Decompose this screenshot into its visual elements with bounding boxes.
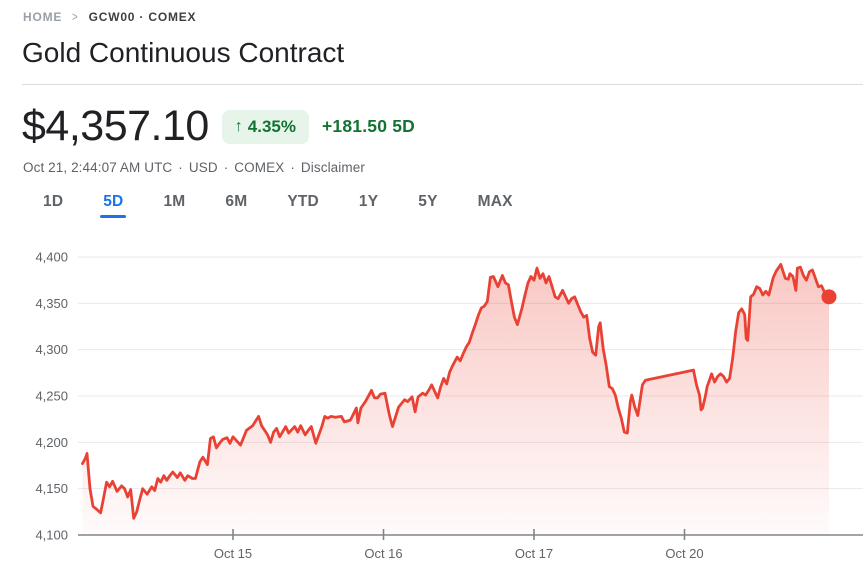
quote-caption: Oct 21, 2:44:07 AM UTC · USD · COMEX · D…	[23, 160, 863, 175]
tab-6m[interactable]: 6M	[225, 193, 247, 222]
y-axis-label: 4,400	[35, 250, 68, 265]
change-percent-value: 4.35%	[247, 116, 296, 136]
current-price: $4,357.10	[22, 102, 209, 150]
tab-1y[interactable]: 1Y	[359, 193, 378, 222]
y-axis-label: 4,350	[35, 296, 68, 311]
tab-5d[interactable]: 5D	[100, 193, 127, 222]
caption-dot-separator: ·	[223, 160, 229, 175]
tab-5y[interactable]: 5Y	[418, 193, 437, 222]
y-axis-label: 4,150	[35, 481, 68, 496]
caption-dot-separator: ·	[178, 160, 183, 175]
chevron-right-icon: >	[72, 9, 79, 24]
quote-timestamp: Oct 21, 2:44:07 AM UTC	[23, 160, 173, 175]
tab-max[interactable]: MAX	[478, 193, 513, 222]
quote-exchange: COMEX	[234, 160, 285, 175]
x-axis-label: Oct 20	[665, 546, 703, 561]
y-axis-label: 4,200	[35, 435, 68, 450]
x-axis-label: Oct 15	[214, 546, 252, 561]
tab-1m[interactable]: 1M	[163, 193, 185, 222]
breadcrumb-home-link[interactable]: HOME	[23, 9, 63, 24]
tab-1d[interactable]: 1D	[43, 193, 63, 222]
breadcrumb-current-symbol: GCW00 · COMEX	[88, 9, 197, 24]
current-price-dot	[821, 289, 837, 305]
caption-dot-separator: ·	[290, 160, 295, 175]
quote-currency: USD	[188, 160, 218, 175]
x-axis-label: Oct 17	[515, 546, 553, 561]
change-absolute: +181.50 5D	[322, 116, 415, 137]
change-period-label: 5D	[392, 116, 415, 136]
price-line	[81, 263, 831, 520]
change-percent-badge: ↑ 4.35%	[221, 109, 309, 144]
y-axis-label: 4,250	[35, 389, 68, 404]
change-absolute-value: +181.50	[322, 116, 388, 136]
y-axis-label: 4,100	[35, 528, 68, 543]
up-arrow-icon: ↑	[234, 117, 243, 135]
disclaimer-link[interactable]: Disclaimer	[300, 160, 365, 175]
tab-ytd[interactable]: YTD	[287, 193, 319, 222]
range-tabs: 1D 5D 1M 6M YTD 1Y 5Y MAX	[43, 193, 863, 222]
price-chart[interactable]: 4,100 4,150 4,200 4,250 4,300 4,350 4,400 Oct 1…	[0, 233, 863, 583]
y-axis-label: 4,300	[35, 342, 68, 357]
price-area-fill	[82, 264, 829, 535]
quote-summary: $4,357.10 ↑ 4.35% +181.50 5D	[22, 102, 863, 151]
breadcrumb: HOME > GCW00 · COMEX	[23, 9, 863, 24]
header-divider	[22, 84, 863, 85]
page-title: Gold Continuous Contract	[22, 37, 345, 68]
x-axis-label: Oct 16	[364, 546, 402, 561]
